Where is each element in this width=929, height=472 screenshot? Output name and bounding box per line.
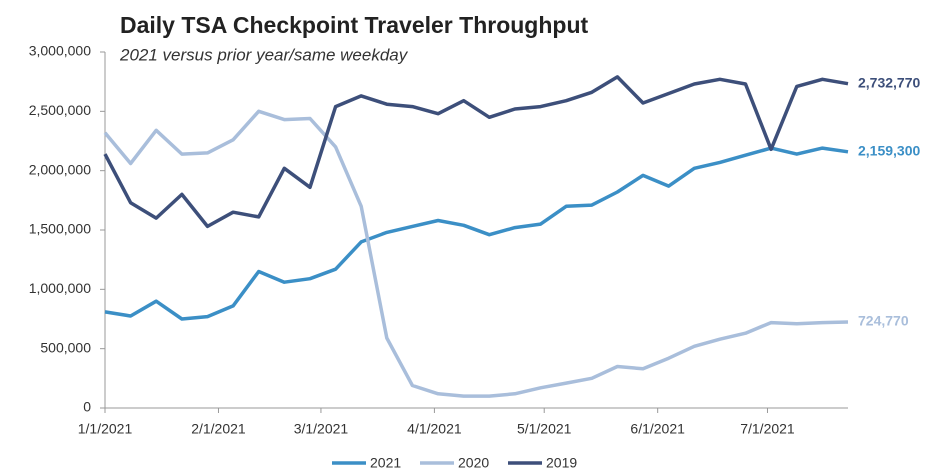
x-tick-label: 7/1/2021 [740, 421, 795, 437]
x-tick-label: 2/1/2021 [191, 421, 246, 437]
end-label: 724,770 [858, 313, 909, 329]
x-tick-label: 6/1/2021 [630, 421, 685, 437]
end-label: 2,732,770 [858, 74, 920, 90]
series-line [104, 146, 849, 321]
y-tick-label: 2,500,000 [29, 102, 91, 118]
x-tick-label: 4/1/2021 [407, 421, 462, 437]
series-line [103, 109, 849, 398]
y-tick-label: 3,000,000 [29, 43, 91, 59]
chart-subtitle: 2021 versus prior year/same weekday [119, 45, 409, 64]
y-tick-label: 1,000,000 [29, 280, 91, 296]
y-tick-label: 0 [83, 399, 91, 415]
legend-label: 2021 [370, 455, 401, 471]
chart-title: Daily TSA Checkpoint Traveler Throughput [120, 12, 588, 38]
y-tick-label: 500,000 [40, 339, 91, 355]
y-tick-label: 2,000,000 [29, 161, 91, 177]
series-line [103, 75, 849, 229]
x-tick-label: 5/1/2021 [517, 421, 572, 437]
legend-label: 2020 [458, 455, 489, 471]
end-label: 2,159,300 [858, 142, 920, 158]
x-tick-label: 3/1/2021 [294, 421, 349, 437]
legend-label: 2019 [546, 455, 577, 471]
y-tick-label: 1,500,000 [29, 221, 91, 237]
x-tick-label: 1/1/2021 [78, 421, 133, 437]
